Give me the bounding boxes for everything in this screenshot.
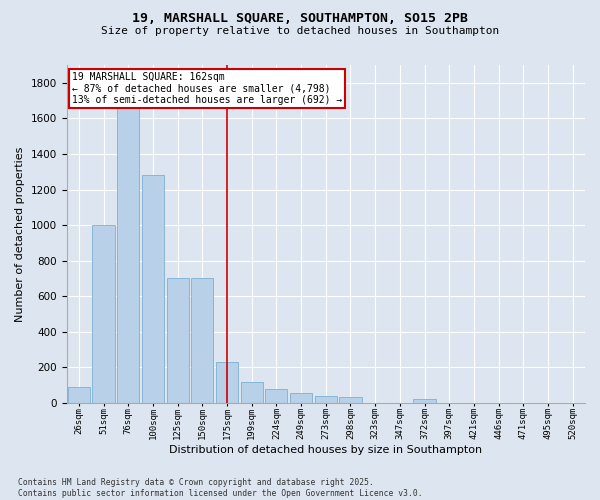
Text: 19, MARSHALL SQUARE, SOUTHAMPTON, SO15 2PB: 19, MARSHALL SQUARE, SOUTHAMPTON, SO15 2…: [132, 12, 468, 26]
Bar: [340, 397, 362, 403]
Bar: [265, 389, 287, 403]
Bar: [191, 278, 214, 403]
Bar: [290, 393, 312, 403]
Bar: [167, 278, 189, 403]
Text: 19 MARSHALL SQUARE: 162sqm
← 87% of detached houses are smaller (4,798)
13% of s: 19 MARSHALL SQUARE: 162sqm ← 87% of deta…: [72, 72, 342, 105]
Bar: [117, 100, 139, 403]
Bar: [413, 398, 436, 403]
Text: Size of property relative to detached houses in Southampton: Size of property relative to detached ho…: [101, 26, 499, 36]
Bar: [68, 387, 90, 403]
Y-axis label: Number of detached properties: Number of detached properties: [15, 146, 25, 322]
Bar: [216, 362, 238, 403]
Text: Contains HM Land Registry data © Crown copyright and database right 2025.
Contai: Contains HM Land Registry data © Crown c…: [18, 478, 422, 498]
Bar: [241, 382, 263, 403]
X-axis label: Distribution of detached houses by size in Southampton: Distribution of detached houses by size …: [169, 445, 482, 455]
Bar: [314, 396, 337, 403]
Bar: [142, 176, 164, 403]
Bar: [92, 225, 115, 403]
